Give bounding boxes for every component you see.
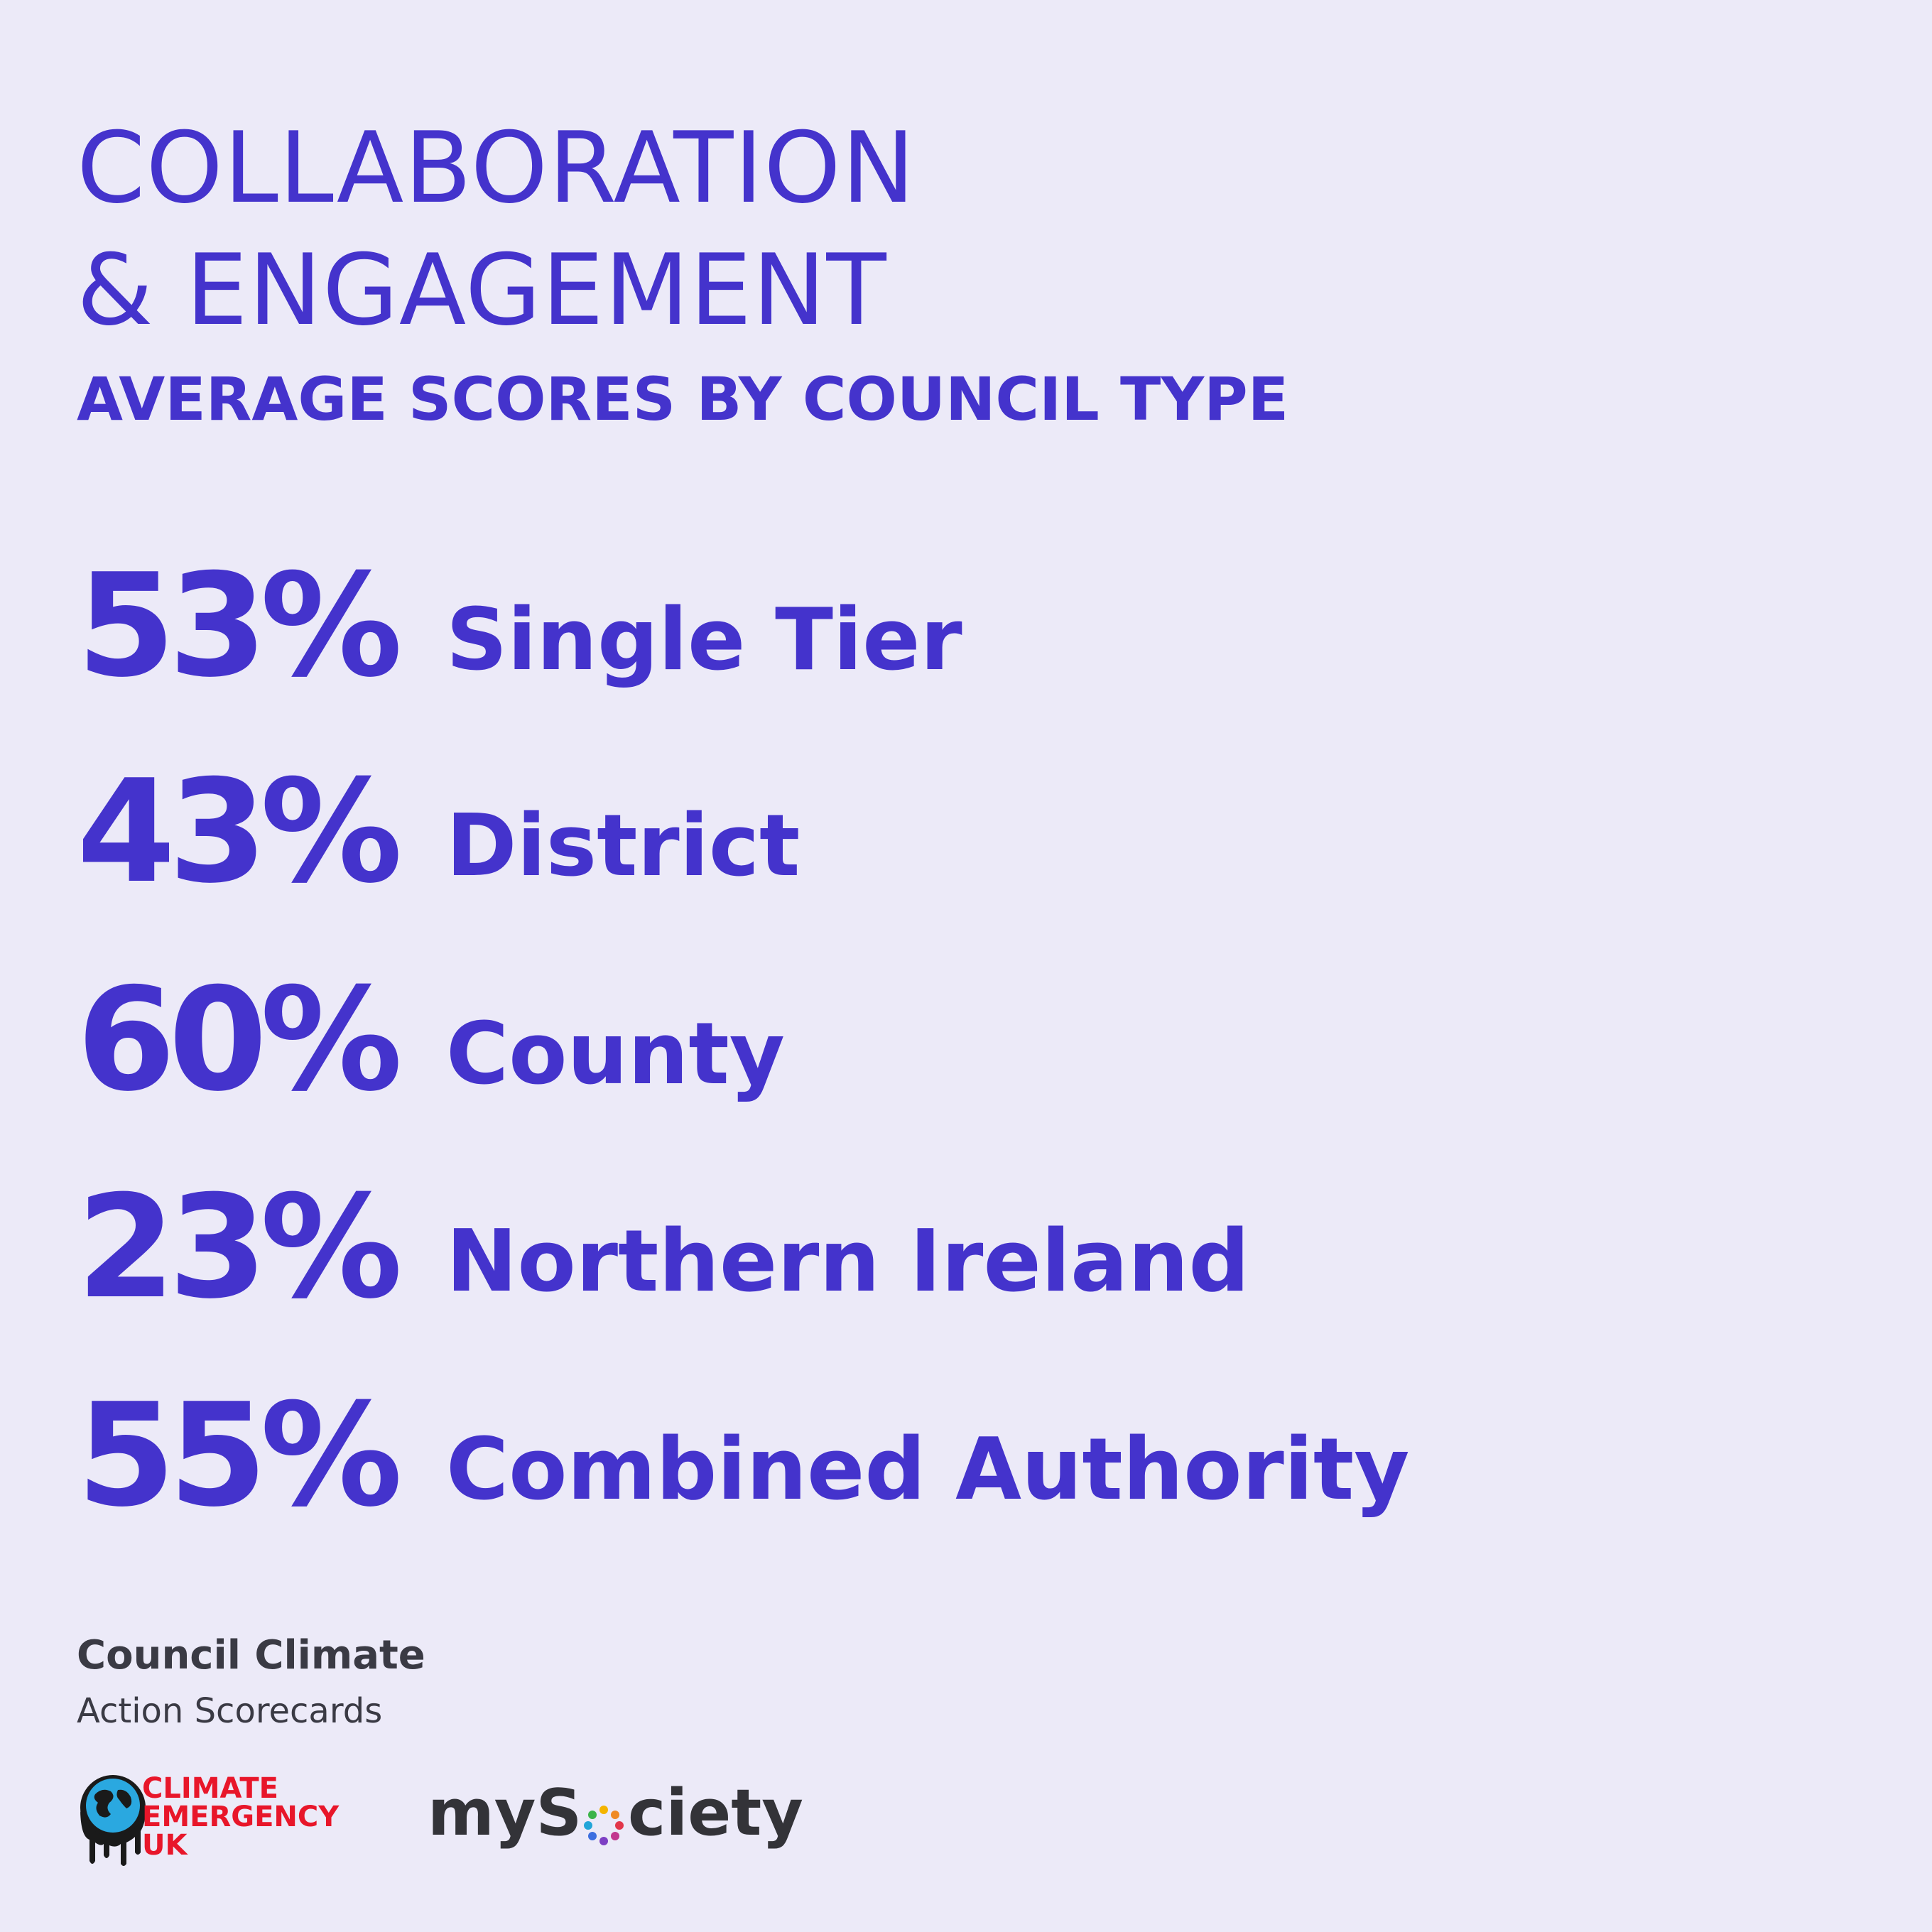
score-row-combined-authority: 55% Combined Authority bbox=[77, 1385, 1852, 1527]
score-label: County bbox=[446, 1005, 785, 1104]
page-title-line-2: & ENGAGEMENT bbox=[77, 233, 887, 347]
score-row-district: 43% District bbox=[77, 761, 1852, 903]
brand-title: Council Climate bbox=[77, 1632, 425, 1678]
ceuk-logo-line-2: EMERGENCY bbox=[142, 1801, 340, 1833]
ceuk-logo-line-1: CLIMATE bbox=[142, 1772, 278, 1805]
dot-ring-icon bbox=[584, 1806, 624, 1845]
score-value: 55% bbox=[77, 1373, 403, 1538]
score-row-northern-ireland: 23% Northern Ireland bbox=[77, 1177, 1852, 1319]
climate-emergency-uk-logo: CLIMATE EMERGENCY UK bbox=[74, 1769, 344, 1868]
score-row-single-tier: 53% Single Tier bbox=[77, 555, 1852, 698]
brand-subtitle: Action Scorecards bbox=[77, 1691, 383, 1731]
ceuk-logo-line-3: UK bbox=[142, 1829, 188, 1862]
page-title-line-1: COLLABORATION bbox=[77, 111, 916, 225]
mysociety-logo-part-2: ciety bbox=[628, 1776, 803, 1850]
score-value: 23% bbox=[77, 1165, 403, 1330]
melting-globe-icon bbox=[80, 1775, 146, 1866]
score-label: Single Tier bbox=[446, 591, 962, 690]
score-label: Northern Ireland bbox=[446, 1212, 1250, 1311]
score-value: 53% bbox=[77, 543, 403, 709]
mysociety-logo-part-1: myS bbox=[428, 1776, 582, 1850]
mysociety-logo: myS ciety bbox=[428, 1776, 803, 1854]
score-label: District bbox=[446, 797, 801, 896]
score-value: 43% bbox=[77, 749, 403, 915]
score-value: 60% bbox=[77, 957, 403, 1123]
score-label: Combined Authority bbox=[446, 1421, 1410, 1519]
page-subtitle: AVERAGE SCORES BY COUNCIL TYPE bbox=[77, 364, 1289, 434]
score-row-county: 60% County bbox=[77, 970, 1852, 1112]
